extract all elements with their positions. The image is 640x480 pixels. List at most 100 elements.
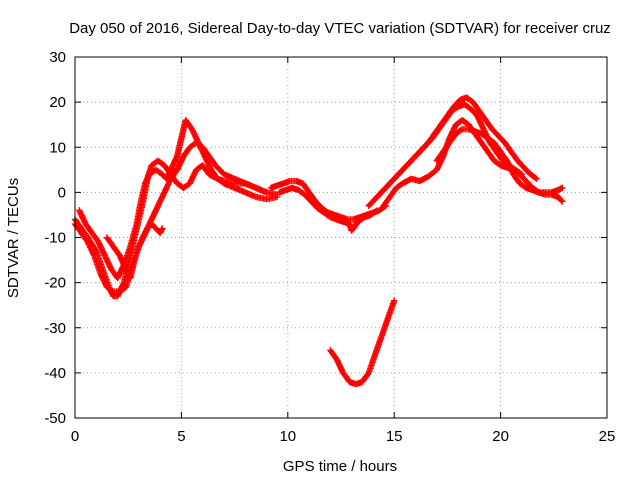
data-marker-run [182,117,195,132]
data-marker-run [320,209,333,220]
data-marker-run [393,181,405,192]
data-marker-run [199,162,212,177]
data-marker-run [510,171,522,186]
data-marker-run [173,136,185,160]
data-marker-run [527,171,539,182]
y-tick-label: -40 [44,365,66,382]
data-marker-run [461,101,473,112]
data-marker-run [367,208,380,219]
data-marker-run [433,149,446,164]
data-marker-run [333,356,346,375]
data-marker-run [431,122,444,137]
data-marker-run [186,168,199,187]
data-marker [159,225,166,232]
data-marker-run [88,229,101,244]
data-marker-run [193,139,205,150]
data-marker-run [459,117,471,127]
data-marker-run [491,157,503,168]
data-marker-run [208,166,220,181]
data-marker-run [514,157,527,170]
data-marker-run [354,214,367,225]
data-marker-run [463,94,475,105]
data-marker-run [491,139,503,154]
y-tick-label: 10 [49,139,66,156]
data-marker-run [503,157,516,177]
data-marker [559,198,566,205]
data-marker-run [452,126,465,137]
data-marker-run [474,112,487,131]
data-marker-run [312,198,324,211]
y-tick-label: -10 [44,230,66,247]
data-marker-run [127,258,138,282]
data-marker-run [446,122,459,142]
data-marker-run [399,161,412,173]
data-marker-run [495,132,507,145]
data-marker-run [501,139,514,154]
data-marker-run [371,335,385,358]
data-marker-run [359,371,371,386]
data-marker-run [116,284,128,295]
x-tick-label: 15 [386,428,403,445]
series-track-4 [103,220,166,282]
data-marker-run [425,131,437,146]
data-marker-run [380,195,393,210]
data-marker-run [374,188,386,201]
data-marker-run [439,140,452,155]
data-marker-run [301,191,314,204]
data-marker-run [467,105,480,118]
data-marker-run [82,220,95,235]
series-track-11 [327,297,398,388]
data-marker-run [497,148,510,163]
data-marker-run [520,164,533,177]
data-marker-run [508,148,520,163]
data-marker-run [446,131,459,146]
x-tick-label: 5 [177,428,185,445]
data-marker-run [299,180,312,195]
data-marker-run [433,154,446,173]
y-tick-label: 30 [49,49,66,66]
data-marker-run [412,147,424,160]
data-marker-run [110,243,122,258]
data-marker-run [154,157,167,168]
x-tick-label: 25 [599,428,616,445]
y-tick-label: -20 [44,275,66,292]
data-marker-run [493,148,505,163]
data-marker-run [554,193,565,204]
data-marker-run [137,181,149,205]
series-track-10 [433,126,566,196]
data-marker-run [437,113,450,128]
data-marker-run [180,181,192,192]
data-marker-run [78,229,91,244]
x-axis-label: GPS time / hours [283,458,397,475]
data-marker [391,297,398,304]
data-marker-run [139,226,150,241]
data-marker [533,175,540,183]
chart-title: Day 050 of 2016, Sidereal Day-to-day VTE… [69,20,611,37]
data-marker-run [212,162,227,177]
data-marker-run [173,154,187,173]
data-marker-run [101,252,114,271]
x-tick-label: 0 [71,428,79,445]
x-tick-label: 20 [492,428,509,445]
data-marker-run [116,252,129,271]
data-marker-run [167,167,180,182]
data-marker-run [339,369,352,384]
y-tick-label: 20 [49,94,66,111]
data-marker-run [380,181,393,194]
data-marker-run [469,98,482,114]
data-marker-run [488,126,501,138]
data-marker-run [305,189,318,204]
data-marker-run [425,167,439,180]
data-marker-run [152,166,165,177]
data-marker-run [127,222,140,250]
data-marker-run [199,144,212,159]
data-marker-run [365,353,378,377]
data-marker-run [516,180,529,191]
data-marker-run [484,135,497,145]
data-marker-run [76,207,89,226]
data-marker-run [180,145,193,160]
series-track-2 [76,117,281,282]
data-marker-run [103,283,116,294]
data-marker [518,171,526,178]
